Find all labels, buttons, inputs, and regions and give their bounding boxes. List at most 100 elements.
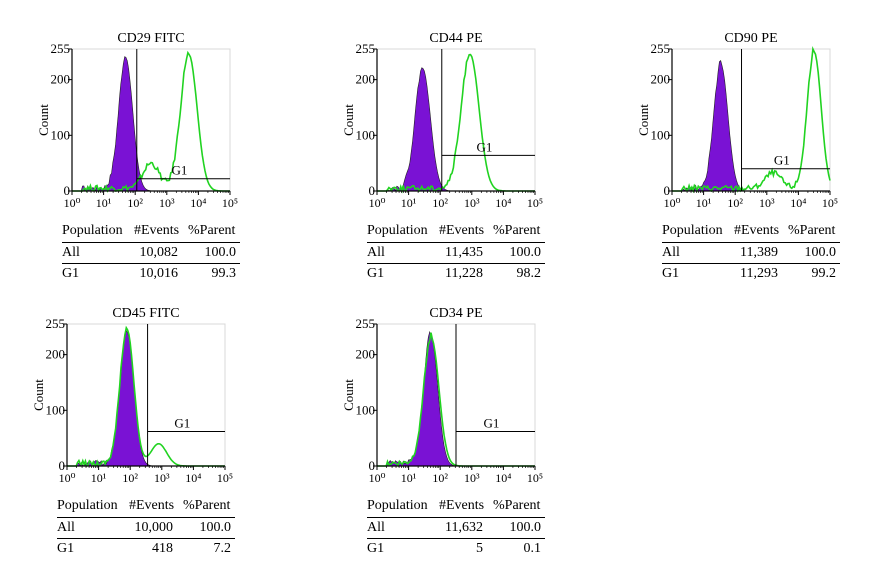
x-tick-label: 10¹ [91,471,107,485]
table-cell: 11,389 [740,245,778,260]
population-table: Population #Events %Parent All 10,000 100.0 G1… [57,498,235,559]
table-cell: 100.0 [509,520,542,535]
y-tick-label: 200 [46,347,66,362]
chart-title: CD90 PE [724,31,777,46]
y-tick-label: 0 [369,458,376,473]
table-cell: 5 [476,541,483,556]
table-cell: G1 [367,541,385,556]
table-cell: 11,228 [445,266,483,281]
table-column-header: #Events [439,223,485,238]
table-column-header: %Parent [188,223,236,238]
x-tick-label: 10⁴ [185,471,201,485]
x-tick-label: 10² [432,196,448,210]
y-tick-label: 255 [356,316,376,331]
stained-histogram [72,50,230,193]
table-row: All 10,000 100.0 [57,518,235,539]
table-cell: 99.2 [811,266,837,281]
table-column-header: %Parent [183,498,231,513]
x-tick-label: 10¹ [96,196,112,210]
gate-label: G1 [174,415,190,430]
x-tick-label: 10⁵ [822,196,838,210]
table-cell: G1 [367,266,385,281]
table-cell: All [62,245,80,260]
x-tick-label: 10³ [159,196,175,210]
population-table: Population #Events %Parent All 11,632 100.0 G1… [367,498,545,559]
x-tick-label: 10¹ [401,471,417,485]
plot-area [71,48,231,192]
x-tick-label: 10² [727,196,743,210]
y-axis-label: Count [31,379,46,411]
population-table: Population #Events %Parent All 11,389 100.0 G1… [662,223,840,284]
table-cell: All [367,520,385,535]
table-cell: All [57,520,75,535]
y-tick-label: 0 [59,458,66,473]
table-cell: G1 [62,266,80,281]
y-tick-label: 255 [51,41,71,56]
population-table: Population #Events %Parent All 10,082 100.0 G1… [62,223,240,284]
gate-label: G1 [171,163,187,178]
histogram-plot: CD34 PE G1 0 100 200 255 Count 10⁰ 10¹ 10² 10³ 10⁴ 1… [341,306,543,485]
x-tick-label: 10² [127,196,143,210]
y-tick-label: 200 [651,72,671,87]
y-tick-label: 100 [46,402,66,417]
histogram-panel-cd45: CD45 FITC G1 0 100 200 255 Count 10⁰ 10¹ 10² 10³ 10… [31,302,235,564]
table-cell: 99.3 [211,266,237,281]
table-cell: 98.2 [516,266,542,281]
population-table-header: Population #Events %Parent [367,223,545,243]
table-column-header: Population [62,223,123,238]
y-tick-label: 200 [356,72,376,87]
y-tick-label: 200 [356,347,376,362]
y-tick-label: 0 [369,183,376,198]
table-column-header: #Events [129,498,175,513]
y-axis-label: Count [36,104,51,136]
table-cell: 10,016 [139,266,179,281]
histogram-plot: CD29 FITC G1 0 100 200 255 Count 10⁰ 10¹ 10² 10³ 10… [36,31,238,210]
table-row: All 10,082 100.0 [62,243,240,264]
x-tick-label: 10⁴ [190,196,206,210]
population-table-header: Population #Events %Parent [662,223,840,243]
y-tick-label: 200 [51,72,71,87]
table-row: G1 11,293 99.2 [662,264,840,284]
table-column-header: Population [662,223,723,238]
table-column-header: Population [57,498,118,513]
table-cell: 0.1 [523,541,542,556]
population-table-header: Population #Events %Parent [62,223,240,243]
y-tick-label: 100 [356,127,376,142]
histogram-panel-cd90: CD90 PE G1 0 100 200 255 Count 10⁰ 10¹ 10² 10³ 10⁴ 1… [636,27,840,289]
gate-label: G1 [476,139,492,154]
table-cell: 100.0 [509,245,542,260]
stained-histogram [672,46,831,194]
table-cell: 10,082 [139,245,179,260]
table-cell: All [367,245,385,260]
x-tick-label: 10⁵ [527,471,543,485]
histogram-plot: CD44 PE G1 0 100 200 255 Count 10⁰ 10¹ 10² 10³ 10⁴ 1… [341,31,543,210]
y-axis-label: Count [341,104,356,136]
table-row: All 11,632 100.0 [367,518,545,539]
chart-title: CD45 FITC [112,306,179,321]
x-tick-label: 10¹ [696,196,712,210]
population-table-header: Population #Events %Parent [57,498,235,518]
table-row: All 11,435 100.0 [367,243,545,264]
y-axis-label: Count [636,104,651,136]
x-tick-label: 10⁴ [495,471,511,485]
x-tick-label: 10² [122,471,138,485]
table-row: G1 5 0.1 [367,539,545,559]
y-tick-label: 0 [664,183,671,198]
x-tick-label: 10⁴ [790,196,806,210]
x-tick-label: 10³ [154,471,170,485]
y-tick-label: 100 [356,402,376,417]
plot-area [376,48,536,192]
x-tick-label: 10⁰ [664,196,681,210]
x-tick-label: 10⁰ [369,196,386,210]
population-table: Population #Events %Parent All 11,435 100.0 G1… [367,223,545,284]
table-column-header: %Parent [788,223,836,238]
histogram-panel-cd34: CD34 PE G1 0 100 200 255 Count 10⁰ 10¹ 10² 10³ 10⁴ 1… [341,302,545,564]
table-column-header: Population [367,223,428,238]
table-column-header: %Parent [493,498,541,513]
table-cell: 100.0 [204,245,237,260]
table-column-header: %Parent [493,223,541,238]
chart-title: CD44 PE [429,31,482,46]
gate-label: G1 [484,415,500,430]
histogram-panel-cd29: CD29 FITC G1 0 100 200 255 Count 10⁰ 10¹ 10² 10³ 10… [36,27,240,289]
y-tick-label: 255 [651,41,671,56]
